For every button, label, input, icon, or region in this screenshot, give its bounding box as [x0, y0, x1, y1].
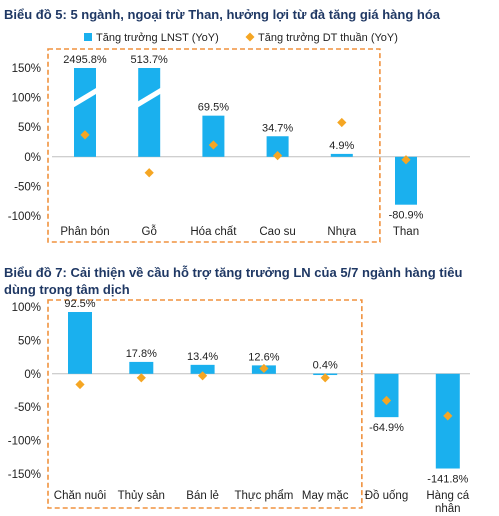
data-label: 13.4% [187, 351, 218, 363]
category-label: Nhựa [327, 226, 356, 238]
category-label: Thực phẩm [234, 490, 293, 502]
data-label: 17.8% [126, 348, 157, 360]
data-label: 69.5% [198, 102, 229, 114]
bar-1 [74, 68, 96, 157]
revenue-growth-marker-5 [337, 117, 347, 128]
revenue-growth-marker-2 [144, 168, 154, 178]
bar-6 [395, 156, 417, 205]
category-label: nhân [435, 503, 461, 515]
revenue-growth-marker-4 [259, 363, 269, 374]
legend-swatch-bar [84, 33, 92, 41]
legend-label-marker: Tăng trưởng DT thuần (YoY) [258, 32, 398, 44]
y-tick-label: -50% [14, 181, 41, 193]
y-tick-label: -100% [8, 211, 41, 223]
axis-break-mark [70, 85, 100, 110]
revenue-growth-marker-1 [75, 379, 85, 390]
bar-2 [129, 361, 154, 374]
y-tick-label: 100% [12, 302, 41, 314]
revenue-growth-marker-4 [273, 151, 283, 161]
bar-4 [266, 136, 289, 157]
bar-3 [202, 115, 225, 157]
category-label: Phân bón [60, 226, 109, 238]
category-label: Hóa chất [190, 226, 237, 238]
chart-1-title: Biểu đồ 5: 5 ngành, ngoại trừ Than, hưởn… [4, 7, 441, 22]
category-label: Hàng cá [426, 490, 469, 502]
data-label: -64.9% [369, 422, 404, 434]
bar-3 [190, 364, 215, 374]
legend-swatch-marker [245, 32, 255, 42]
data-label: 4.9% [329, 140, 354, 152]
axis-break-mark [134, 85, 165, 110]
bar-5 [330, 153, 353, 157]
data-label: 34.7% [262, 122, 293, 134]
revenue-growth-marker-1 [80, 130, 90, 140]
bar-2 [138, 68, 161, 157]
category-label: Gỗ [142, 225, 157, 238]
category-label: Than [393, 226, 419, 238]
chart-1: 150% 100% 50% 0% -50% -100% 2495.8% 513.7% 69.5%… [8, 32, 470, 243]
bar-7 [435, 373, 460, 469]
data-label: 513.7% [131, 54, 169, 66]
revenue-growth-marker-2 [136, 373, 146, 383]
data-label: 92.5% [64, 298, 95, 310]
y-tick-label: -100% [8, 436, 41, 448]
data-label: 0.4% [313, 360, 338, 372]
category-label: Thủy sản [118, 490, 165, 502]
chart-2: 100% 50% 0% -50% -100% -150% 92.5% 17.8% 13.4% 12… [8, 298, 470, 515]
data-label: -141.8% [427, 474, 468, 486]
y-tick-label: 100% [12, 93, 41, 105]
highlight-box [47, 48, 381, 243]
legend-label-bar: Tăng trưởng LNST (YoY) [96, 32, 219, 44]
data-label: 12.6% [248, 351, 279, 363]
y-tick-label: 150% [12, 63, 41, 75]
data-label: -80.9% [389, 210, 424, 222]
highlight-box [47, 299, 363, 509]
y-tick-label: 50% [18, 335, 41, 347]
y-tick-label: -150% [8, 469, 41, 481]
y-tick-label: 50% [18, 122, 41, 134]
y-tick-label: 0% [24, 152, 41, 164]
chart-2-title: Biểu đồ 7: Cải thiện về cầu hỗ trợ tăng … [4, 265, 463, 297]
bar-1 [68, 312, 92, 374]
category-label: Cao su [259, 226, 295, 238]
data-label: 2495.8% [63, 54, 107, 66]
y-tick-label: -50% [14, 402, 41, 414]
category-label: Đồ uống [365, 490, 408, 502]
category-label: Bán lẻ [186, 490, 219, 502]
revenue-growth-marker-3 [208, 140, 218, 150]
category-label: Chăn nuôi [54, 490, 106, 502]
revenue-growth-marker-6 [401, 155, 411, 165]
category-label: May mặc [302, 490, 349, 502]
bar-6 [374, 373, 399, 418]
y-tick-label: 0% [24, 369, 41, 381]
